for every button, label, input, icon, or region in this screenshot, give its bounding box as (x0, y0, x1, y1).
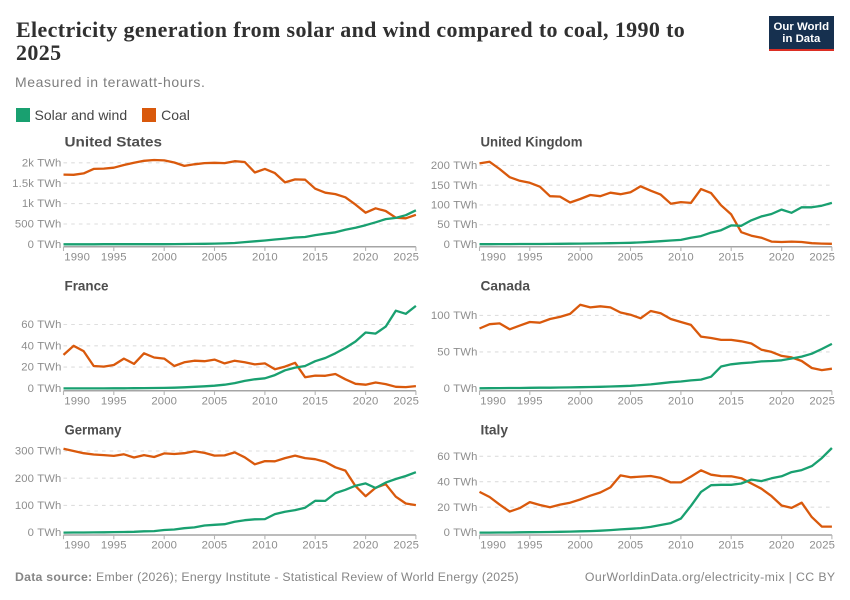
svg-text:100 TWh: 100 TWh (15, 500, 62, 512)
svg-text:Germany: Germany (65, 422, 122, 438)
svg-text:2020: 2020 (769, 251, 795, 263)
svg-text:1990: 1990 (64, 540, 90, 552)
svg-text:1990: 1990 (64, 251, 90, 263)
svg-text:2015: 2015 (302, 251, 328, 263)
svg-text:0 TWh: 0 TWh (444, 527, 478, 539)
svg-text:2000: 2000 (151, 540, 177, 552)
svg-text:2005: 2005 (618, 251, 644, 263)
svg-text:2025: 2025 (393, 395, 419, 407)
svg-text:150 TWh: 150 TWh (431, 180, 478, 192)
svg-text:2000: 2000 (151, 395, 177, 407)
svg-text:2010: 2010 (668, 540, 694, 552)
svg-text:60 TWh: 60 TWh (437, 451, 477, 463)
svg-text:0 TWh: 0 TWh (28, 383, 62, 395)
svg-text:2000: 2000 (567, 540, 593, 552)
svg-text:2025: 2025 (393, 540, 419, 552)
svg-text:1995: 1995 (101, 540, 127, 552)
svg-text:2020: 2020 (353, 540, 379, 552)
svg-text:2015: 2015 (302, 395, 328, 407)
svg-text:0 TWh: 0 TWh (28, 239, 62, 251)
svg-text:Canada: Canada (481, 278, 531, 294)
svg-text:1995: 1995 (517, 395, 543, 407)
svg-text:2000: 2000 (151, 251, 177, 263)
svg-text:200 TWh: 200 TWh (15, 473, 62, 485)
svg-text:2025: 2025 (809, 540, 835, 552)
svg-text:2010: 2010 (252, 540, 278, 552)
svg-text:500 TWh: 500 TWh (15, 219, 62, 231)
svg-text:1995: 1995 (517, 251, 543, 263)
svg-text:1990: 1990 (480, 395, 506, 407)
svg-text:2020: 2020 (353, 251, 379, 263)
svg-text:2025: 2025 (809, 251, 835, 263)
svg-text:2010: 2010 (668, 395, 694, 407)
svg-text:50 TWh: 50 TWh (437, 219, 477, 231)
svg-text:2005: 2005 (202, 251, 228, 263)
svg-text:2005: 2005 (618, 395, 644, 407)
svg-text:0 TWh: 0 TWh (444, 239, 478, 251)
svg-text:2015: 2015 (718, 395, 744, 407)
svg-text:1990: 1990 (64, 395, 90, 407)
svg-text:2015: 2015 (718, 540, 744, 552)
svg-text:20 TWh: 20 TWh (437, 502, 477, 514)
svg-text:2025: 2025 (809, 395, 835, 407)
svg-text:1995: 1995 (101, 251, 127, 263)
svg-text:1.5k TWh: 1.5k TWh (12, 178, 61, 190)
svg-text:1k TWh: 1k TWh (22, 198, 62, 210)
svg-text:100 TWh: 100 TWh (431, 200, 478, 212)
svg-text:2015: 2015 (718, 251, 744, 263)
svg-text:1990: 1990 (480, 251, 506, 263)
svg-text:1990: 1990 (480, 540, 506, 552)
svg-text:2010: 2010 (252, 395, 278, 407)
svg-text:2005: 2005 (202, 540, 228, 552)
svg-text:40 TWh: 40 TWh (437, 476, 477, 488)
svg-text:2000: 2000 (567, 251, 593, 263)
svg-text:2015: 2015 (302, 540, 328, 552)
svg-text:2010: 2010 (668, 251, 694, 263)
svg-text:100 TWh: 100 TWh (431, 310, 478, 322)
svg-text:50 TWh: 50 TWh (437, 347, 477, 359)
svg-text:2020: 2020 (353, 395, 379, 407)
svg-text:2005: 2005 (202, 395, 228, 407)
svg-text:2020: 2020 (769, 395, 795, 407)
svg-text:2025: 2025 (393, 251, 419, 263)
svg-text:200 TWh: 200 TWh (431, 160, 478, 172)
svg-text:20 TWh: 20 TWh (21, 362, 61, 374)
svg-text:2010: 2010 (252, 251, 278, 263)
svg-text:60 TWh: 60 TWh (21, 319, 61, 331)
svg-text:Italy: Italy (481, 422, 509, 438)
svg-text:United States: United States (65, 134, 163, 150)
svg-text:300 TWh: 300 TWh (15, 446, 62, 458)
svg-text:2005: 2005 (618, 540, 644, 552)
svg-text:United Kingdom: United Kingdom (481, 134, 583, 150)
svg-text:1995: 1995 (517, 540, 543, 552)
svg-text:1995: 1995 (101, 395, 127, 407)
svg-text:40 TWh: 40 TWh (21, 340, 61, 352)
svg-text:2k TWh: 2k TWh (22, 157, 62, 169)
svg-text:2000: 2000 (567, 395, 593, 407)
svg-text:France: France (65, 278, 109, 294)
svg-text:2020: 2020 (769, 540, 795, 552)
svg-text:0 TWh: 0 TWh (444, 383, 478, 395)
svg-text:0 TWh: 0 TWh (28, 527, 62, 539)
